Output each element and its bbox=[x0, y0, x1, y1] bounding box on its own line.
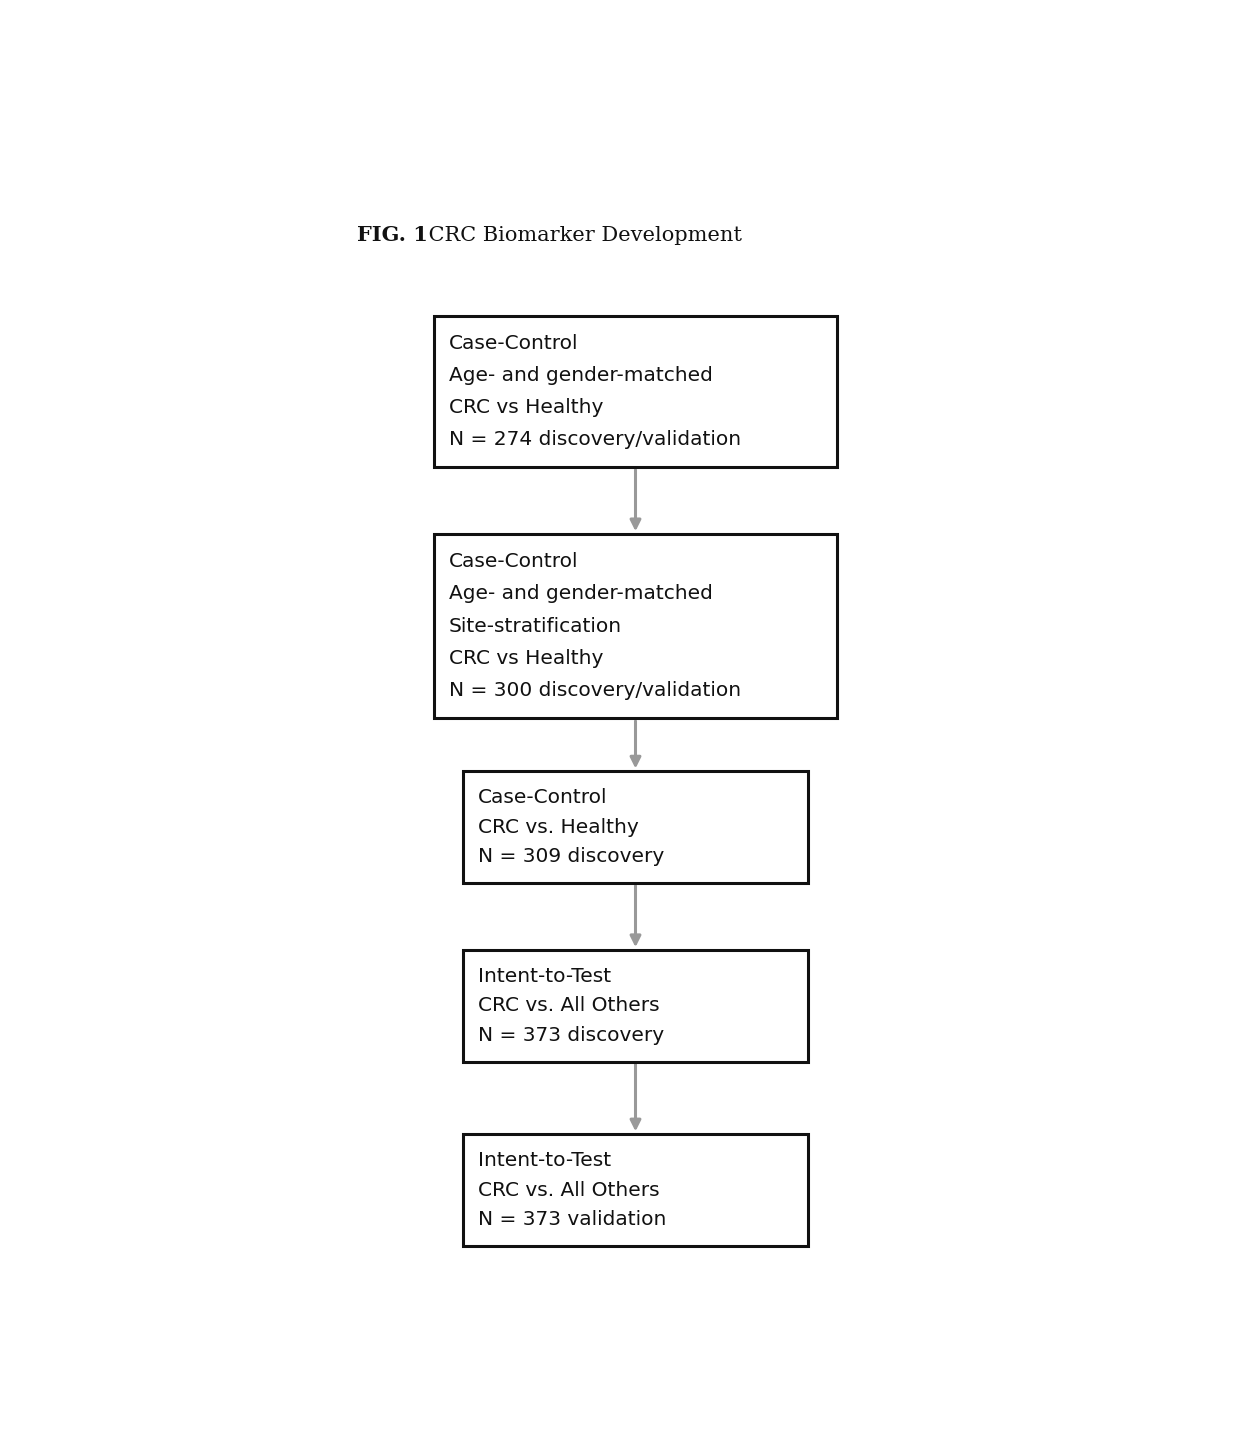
FancyBboxPatch shape bbox=[463, 950, 808, 1061]
Text: CRC vs. Healthy: CRC vs. Healthy bbox=[477, 818, 639, 837]
FancyBboxPatch shape bbox=[434, 316, 837, 467]
Text: Case-Control: Case-Control bbox=[477, 787, 608, 806]
Text: N = 373 validation: N = 373 validation bbox=[477, 1211, 666, 1230]
Text: Case-Control: Case-Control bbox=[449, 552, 579, 571]
Text: CRC vs. All Others: CRC vs. All Others bbox=[477, 1180, 660, 1199]
Text: N = 274 discovery/validation: N = 274 discovery/validation bbox=[449, 431, 742, 450]
Text: Intent-to-Test: Intent-to-Test bbox=[477, 967, 611, 986]
Text: N = 373 discovery: N = 373 discovery bbox=[477, 1027, 665, 1045]
Text: CRC Biomarker Development: CRC Biomarker Development bbox=[422, 226, 743, 245]
Text: Age- and gender-matched: Age- and gender-matched bbox=[449, 584, 713, 603]
Text: N = 309 discovery: N = 309 discovery bbox=[477, 847, 665, 867]
Text: N = 300 discovery/validation: N = 300 discovery/validation bbox=[449, 682, 742, 700]
Text: FIG. 1: FIG. 1 bbox=[357, 225, 428, 245]
FancyBboxPatch shape bbox=[463, 771, 808, 883]
Text: Intent-to-Test: Intent-to-Test bbox=[477, 1151, 611, 1170]
FancyBboxPatch shape bbox=[463, 1134, 808, 1246]
Text: CRC vs Healthy: CRC vs Healthy bbox=[449, 399, 604, 418]
Text: Site-stratification: Site-stratification bbox=[449, 616, 622, 635]
Text: Age- and gender-matched: Age- and gender-matched bbox=[449, 367, 713, 386]
Text: CRC vs. All Others: CRC vs. All Others bbox=[477, 996, 660, 1015]
FancyBboxPatch shape bbox=[434, 534, 837, 718]
Text: Case-Control: Case-Control bbox=[449, 334, 579, 352]
Text: CRC vs Healthy: CRC vs Healthy bbox=[449, 650, 604, 668]
